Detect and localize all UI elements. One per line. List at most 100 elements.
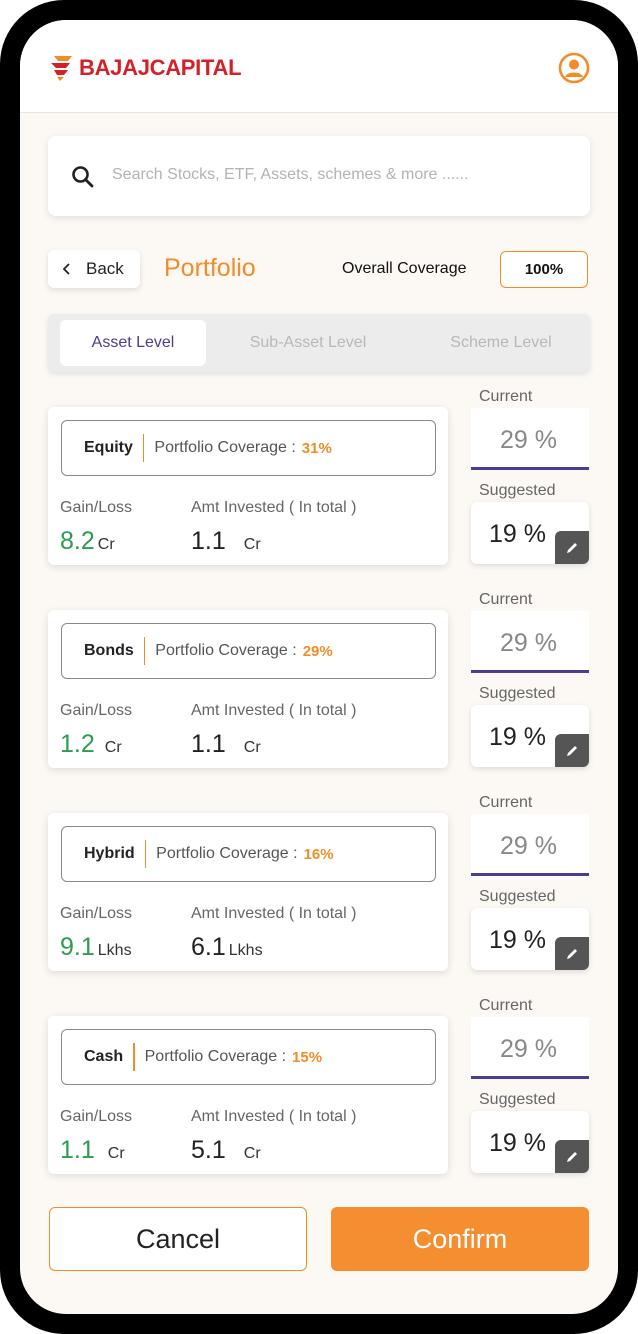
- amt-invested-number: 5.1: [191, 1136, 226, 1164]
- current-allocation-cash: Current 29 %: [471, 997, 589, 1079]
- edit-suggested-button[interactable]: [555, 531, 589, 564]
- suggested-allocation-bonds[interactable]: Suggested 19 %: [471, 685, 589, 767]
- asset-card-hybrid: Hybrid Portfolio Coverage : 16% Gain/Los…: [48, 813, 448, 971]
- search-bar[interactable]: Search Stocks, ETF, Assets, schemes & mo…: [48, 136, 590, 216]
- current-label: Current: [479, 388, 533, 405]
- portfolio-coverage-value: 29%: [302, 642, 333, 660]
- suggested-allocation-hybrid[interactable]: Suggested 19 %: [471, 888, 589, 970]
- asset-card-equity: Equity Portfolio Coverage : 31% Gain/Los…: [48, 407, 448, 565]
- current-allocation-hybrid: Current 29 %: [471, 794, 589, 876]
- portfolio-coverage-label: Portfolio Coverage :: [154, 439, 296, 456]
- amt-invested-label: Amt Invested ( In total ): [191, 702, 357, 719]
- pencil-icon: [567, 948, 577, 959]
- gain-loss-label: Gain/Loss: [60, 499, 133, 516]
- asset-card-bonds: Bonds Portfolio Coverage : 29% Gain/Loss…: [48, 610, 448, 768]
- gain-loss-number: 9.1: [60, 933, 95, 961]
- suggested-label: Suggested: [479, 685, 556, 702]
- suggested-value[interactable]: 19 %: [489, 520, 546, 548]
- portfolio-coverage-label: Portfolio Coverage :: [144, 1048, 287, 1065]
- asset-card-cash: Cash Portfolio Coverage : 15% Gain/Loss …: [48, 1016, 448, 1174]
- current-label: Current: [479, 794, 533, 811]
- asset-card-header: Equity Portfolio Coverage : 31%: [61, 420, 436, 476]
- gain-loss-value: 1.2 Cr: [60, 730, 122, 759]
- amt-invested-unit: Cr: [243, 1145, 261, 1162]
- asset-name: Cash: [84, 1048, 124, 1065]
- suggested-allocation-equity[interactable]: Suggested 19 %: [471, 482, 589, 564]
- page-title: Portfolio: [164, 254, 256, 282]
- portfolio-coverage-label: Portfolio Coverage :: [155, 642, 297, 659]
- current-value: 29 %: [500, 1035, 557, 1063]
- app-header: BAJAJCAPITAL: [20, 20, 618, 113]
- back-label: Back: [86, 259, 124, 278]
- suggested-allocation-cash[interactable]: Suggested 19 %: [471, 1091, 589, 1173]
- back-button[interactable]: Back: [48, 250, 140, 288]
- suggested-label: Suggested: [479, 482, 556, 499]
- amt-invested-unit: Cr: [243, 536, 261, 553]
- asset-name: Hybrid: [84, 845, 135, 862]
- portfolio-coverage-value: 16%: [303, 845, 334, 863]
- amt-invested-label: Amt Invested ( In total ): [191, 905, 357, 922]
- gain-loss-label: Gain/Loss: [60, 1108, 133, 1125]
- level-tabs: Asset Level Sub-Asset Level Scheme Level: [48, 314, 590, 372]
- portfolio-coverage-value: 15%: [292, 1048, 323, 1066]
- gain-loss-unit: Lkhs: [97, 942, 132, 959]
- overall-coverage-label: Overall Coverage: [342, 260, 467, 277]
- overall-coverage-value: 100%: [500, 251, 588, 288]
- gain-loss-label: Gain/Loss: [60, 702, 133, 719]
- current-value: 29 %: [500, 832, 557, 860]
- confirm-button[interactable]: Confirm: [331, 1207, 589, 1271]
- current-label: Current: [479, 591, 533, 608]
- amt-invested-number: 6.1: [191, 933, 226, 961]
- cancel-button[interactable]: Cancel: [49, 1207, 307, 1271]
- gain-loss-unit: Cr: [97, 536, 115, 553]
- asset-name: Equity: [84, 439, 133, 456]
- asset-name: Bonds: [84, 642, 134, 659]
- gain-loss-label: Gain/Loss: [60, 905, 133, 922]
- divider: [143, 637, 146, 665]
- chevron-left-icon: [62, 263, 70, 275]
- gain-loss-value: 9.1 Lkhs: [60, 933, 132, 962]
- current-allocation-equity: Current 29 %: [471, 388, 589, 470]
- gain-loss-unit: Cr: [107, 1145, 125, 1162]
- search-input[interactable]: Search Stocks, ETF, Assets, schemes & mo…: [112, 166, 469, 183]
- gain-loss-unit: Cr: [104, 739, 122, 756]
- amt-invested-value: 6.1 Lkhs: [191, 933, 263, 962]
- current-value: 29 %: [500, 629, 557, 657]
- current-value: 29 %: [500, 426, 557, 454]
- pencil-icon: [567, 745, 577, 756]
- portfolio-coverage-value: 31%: [301, 439, 332, 457]
- amt-invested-value: 1.1 Cr: [191, 730, 261, 759]
- suggested-value[interactable]: 19 %: [489, 723, 546, 751]
- gain-loss-value: 8.2 Cr: [60, 527, 115, 556]
- edit-suggested-button[interactable]: [555, 734, 589, 767]
- amt-invested-unit: Cr: [243, 739, 261, 756]
- gain-loss-number: 8.2: [60, 527, 95, 555]
- amt-invested-unit: Lkhs: [228, 942, 263, 959]
- divider: [142, 434, 145, 462]
- app-screen: BAJAJCAPITAL Search Stocks, ETF, Assets,…: [20, 20, 618, 1314]
- divider: [144, 840, 147, 868]
- tab-sub-asset-level[interactable]: Sub-Asset Level: [249, 334, 367, 351]
- user-circle-icon[interactable]: [558, 52, 590, 84]
- asset-card-header: Hybrid Portfolio Coverage : 16%: [61, 826, 436, 882]
- pencil-icon: [567, 1151, 577, 1162]
- brand-logo[interactable]: BAJAJCAPITAL: [48, 54, 242, 82]
- tab-asset-level[interactable]: Asset Level: [60, 320, 206, 366]
- current-label: Current: [479, 997, 533, 1014]
- suggested-value[interactable]: 19 %: [489, 926, 546, 954]
- edit-suggested-button[interactable]: [555, 937, 589, 970]
- amt-invested-label: Amt Invested ( In total ): [191, 499, 357, 516]
- amt-invested-number: 1.1: [191, 730, 226, 758]
- portfolio-coverage-label: Portfolio Coverage :: [156, 845, 298, 862]
- gain-loss-number: 1.1: [60, 1136, 95, 1164]
- asset-card-header: Cash Portfolio Coverage : 15%: [61, 1029, 436, 1085]
- suggested-value[interactable]: 19 %: [489, 1129, 546, 1157]
- edit-suggested-button[interactable]: [555, 1140, 589, 1173]
- amt-invested-number: 1.1: [191, 527, 226, 555]
- amt-invested-label: Amt Invested ( In total ): [191, 1108, 357, 1125]
- pencil-icon: [567, 542, 577, 553]
- search-icon: [72, 166, 94, 188]
- asset-card-header: Bonds Portfolio Coverage : 29%: [61, 623, 436, 679]
- tab-scheme-level[interactable]: Scheme Level: [450, 334, 552, 351]
- gain-loss-value: 1.1 Cr: [60, 1136, 125, 1165]
